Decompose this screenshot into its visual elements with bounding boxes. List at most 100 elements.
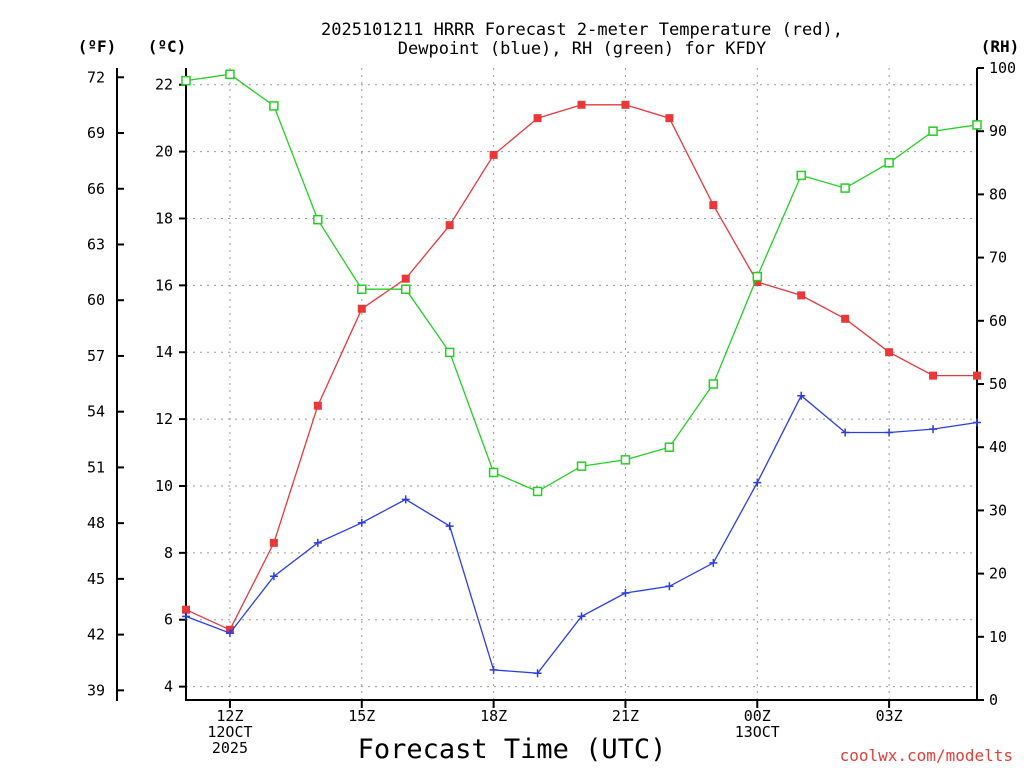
dewpoint-point xyxy=(709,558,718,567)
rh-tick-label: 60 xyxy=(989,312,1007,330)
credit-text: coolwx.com/modelts xyxy=(840,746,1013,765)
f-tick-label: 42 xyxy=(87,626,105,644)
f-tick-label: 66 xyxy=(87,180,105,198)
temperature-point xyxy=(357,304,366,313)
rh-point xyxy=(664,442,675,452)
dewpoint-point xyxy=(797,391,806,400)
x-tick-label: 18Z xyxy=(480,707,507,725)
rh-point xyxy=(796,170,806,181)
temperature-point xyxy=(445,221,454,230)
rh-tick-label: 90 xyxy=(989,122,1007,140)
rh-point xyxy=(840,183,850,193)
x-tick-label: 2025 xyxy=(212,739,248,757)
unit-c-label: (ºC) xyxy=(148,37,187,56)
c-tick-label: 10 xyxy=(155,477,173,495)
dewpoint-point xyxy=(753,478,762,487)
f-tick-label: 57 xyxy=(87,347,105,365)
rh-point xyxy=(357,284,367,294)
c-tick-label: 18 xyxy=(155,209,173,227)
rh-point xyxy=(488,467,499,478)
f-tick-label: 48 xyxy=(87,514,105,532)
dewpoint-point xyxy=(665,582,674,591)
dewpoint-point xyxy=(401,495,410,504)
rh-point xyxy=(752,271,763,282)
temperature-point xyxy=(182,605,190,614)
rh-point xyxy=(620,455,631,465)
rh-point xyxy=(532,486,543,497)
x-tick-label: 15Z xyxy=(348,707,375,725)
rh-point xyxy=(928,126,938,136)
dewpoint-point xyxy=(841,428,850,437)
x-tick-label: 12Z xyxy=(216,707,243,725)
rh-point xyxy=(884,158,894,168)
rh-point xyxy=(400,284,411,294)
c-tick-label: 12 xyxy=(155,410,173,428)
f-tick-label: 54 xyxy=(87,403,105,421)
c-tick-label: 6 xyxy=(164,611,173,629)
temperature-point xyxy=(313,401,322,410)
x-tick-label: 21Z xyxy=(612,707,639,725)
chart-title-line-1: 2025101211 HRRR Forecast 2-meter Tempera… xyxy=(321,20,843,40)
f-tick-label: 72 xyxy=(87,68,105,86)
chart-title-line-2: Dewpoint (blue), RH (green) for KFDY xyxy=(398,39,766,59)
temperature-point xyxy=(489,150,498,159)
x-tick-label: 00Z xyxy=(744,707,771,725)
temperature-point xyxy=(885,348,894,357)
temperature-point xyxy=(709,201,718,210)
rh-tick-label: 10 xyxy=(989,628,1007,646)
temperature-point xyxy=(269,538,278,547)
x-tick-label: 12OCT xyxy=(207,723,252,741)
rh-point xyxy=(708,379,719,389)
dewpoint-point xyxy=(445,522,454,531)
f-tick-label: 39 xyxy=(87,681,105,699)
rh-point xyxy=(269,101,279,111)
dewpoint-point xyxy=(885,428,894,437)
series-layer xyxy=(181,69,982,678)
rh-point xyxy=(444,347,455,358)
f-tick-label: 60 xyxy=(87,291,105,309)
f-tick-label: 69 xyxy=(87,124,105,142)
rh-tick-label: 20 xyxy=(989,565,1007,583)
f-tick-label: 51 xyxy=(87,458,105,476)
rh-tick-label: 30 xyxy=(989,501,1007,519)
dewpoint-point xyxy=(621,588,630,597)
rh-tick-label: 70 xyxy=(989,249,1007,267)
rh-line xyxy=(185,73,978,493)
rh-tick-label: 0 xyxy=(989,691,998,709)
rh-tick-label: 100 xyxy=(989,59,1016,77)
rh-tick-label: 40 xyxy=(989,438,1007,456)
c-tick-label: 22 xyxy=(155,76,173,94)
dewpoint-line xyxy=(185,394,978,674)
c-tick-label: 14 xyxy=(155,343,173,361)
dewpoint-point xyxy=(973,418,981,427)
c-tick-label: 16 xyxy=(155,276,173,294)
dewpoint-point xyxy=(313,538,322,547)
dewpoint-point xyxy=(489,665,498,674)
dewpoint-point xyxy=(533,669,542,678)
temperature-point xyxy=(533,114,542,123)
dewpoint-point xyxy=(577,612,586,621)
c-tick-label: 8 xyxy=(164,544,173,562)
c-tick-label: 4 xyxy=(164,678,173,696)
rh-tick-label: 50 xyxy=(989,375,1007,393)
f-tick-label: 45 xyxy=(87,570,105,588)
dewpoint-point xyxy=(269,572,278,581)
dewpoint-point xyxy=(929,425,938,434)
rh-point xyxy=(576,461,587,471)
temperature-point xyxy=(929,371,938,380)
x-tick-label: 03Z xyxy=(876,707,903,725)
axis-ticks: 4 6 8 10 12 14 16 18 20 22 39 42 45 48 51 54 57 60 63 66 69 7… xyxy=(87,59,1016,757)
rh-point xyxy=(313,214,323,225)
f-tick-label: 63 xyxy=(87,235,105,253)
temperature-point xyxy=(401,274,410,283)
temperature-point xyxy=(665,114,674,123)
temperature-point xyxy=(797,291,806,300)
temperature-point xyxy=(621,100,630,109)
rh-point xyxy=(181,75,191,86)
temperature-line xyxy=(185,104,977,631)
dewpoint-point xyxy=(182,612,190,621)
unit-f-label: (ºF) xyxy=(78,37,117,56)
temperature-point xyxy=(973,371,981,380)
temperature-point xyxy=(577,100,586,109)
